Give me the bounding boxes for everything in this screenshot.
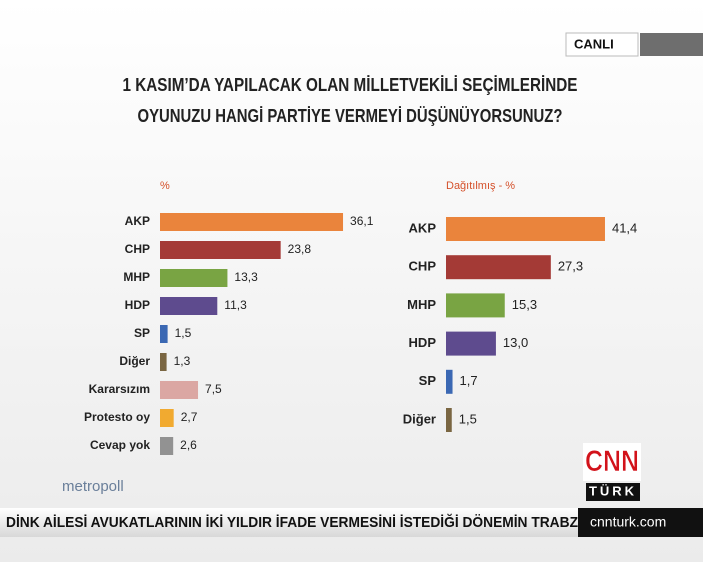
category-label: MHP — [407, 297, 436, 312]
category-label: SP — [134, 326, 150, 340]
value-label: 13,0 — [503, 335, 528, 350]
value-label: 7,5 — [205, 382, 222, 396]
value-label: 23,8 — [288, 242, 312, 256]
category-label: HDP — [409, 335, 437, 350]
value-label: 1,5 — [175, 326, 192, 340]
website-box — [578, 508, 703, 537]
value-label: 1,7 — [460, 373, 478, 388]
live-box — [565, 32, 639, 57]
category-label: AKP — [125, 214, 150, 228]
category-label: Cevap yok — [90, 438, 150, 452]
category-label: Protesto oy — [84, 410, 150, 424]
bar — [160, 269, 228, 287]
ticker-text: DİNK AİLESİ AVUKATLARININ İKİ YILDIR İFA… — [6, 513, 578, 531]
bar — [446, 255, 551, 280]
live-label: CANLI — [574, 36, 614, 51]
live-bar — [640, 33, 703, 56]
bar — [160, 325, 168, 343]
category-label: Diğer — [403, 411, 436, 426]
bar — [446, 369, 453, 394]
bar — [446, 408, 452, 432]
logo-top: CNN — [585, 445, 639, 478]
value-label: 1,3 — [174, 354, 191, 368]
category-label: MHP — [123, 270, 150, 284]
bar — [160, 241, 281, 259]
value-label: 15,3 — [512, 297, 537, 312]
bar — [160, 297, 218, 315]
bar — [446, 331, 496, 356]
value-label: 13,3 — [234, 270, 258, 284]
bar — [160, 353, 167, 371]
website: cnnturk.com — [590, 514, 666, 530]
value-label: 41,4 — [612, 220, 637, 235]
bar — [160, 213, 344, 231]
value-label: 36,1 — [350, 214, 374, 228]
logo-bottom: TÜRK — [589, 483, 637, 498]
ticker-bar — [0, 508, 578, 537]
bar — [160, 381, 199, 399]
source-logo: metropoll — [62, 478, 124, 495]
value-label: 27,3 — [558, 259, 583, 274]
category-label: SP — [419, 373, 437, 388]
bar — [160, 409, 174, 427]
category-label: CHP — [409, 259, 437, 274]
category-label: AKP — [409, 220, 437, 235]
value-label: 1,5 — [459, 411, 477, 426]
bar — [160, 437, 174, 455]
logo-box — [586, 483, 640, 501]
category-label: CHP — [125, 242, 150, 256]
bar — [446, 293, 505, 318]
title-line: OYUNUZU HANGİ PARTİYE VERMEYİ DÜŞÜNÜYORS… — [138, 106, 563, 126]
category-label: Diğer — [119, 354, 150, 368]
bar — [446, 217, 605, 241]
category-label: Kararsızım — [89, 382, 150, 396]
charts: % AKP 36,1 CHP 23,8 MHP 13,3 HDP 11,3 SP 1,5 Diğer 1… — [84, 180, 637, 455]
axis-label: Dağıtılmış - % — [446, 180, 515, 192]
value-label: 11,3 — [224, 298, 247, 312]
logo-bg — [583, 443, 641, 481]
value-label: 2,6 — [180, 438, 197, 452]
value-label: 2,7 — [181, 410, 198, 424]
title-line: 1 KASIM’DA YAPILACAK OLAN MİLLETVEKİLİ S… — [123, 75, 578, 95]
category-label: HDP — [125, 298, 150, 312]
axis-label: % — [160, 180, 170, 192]
